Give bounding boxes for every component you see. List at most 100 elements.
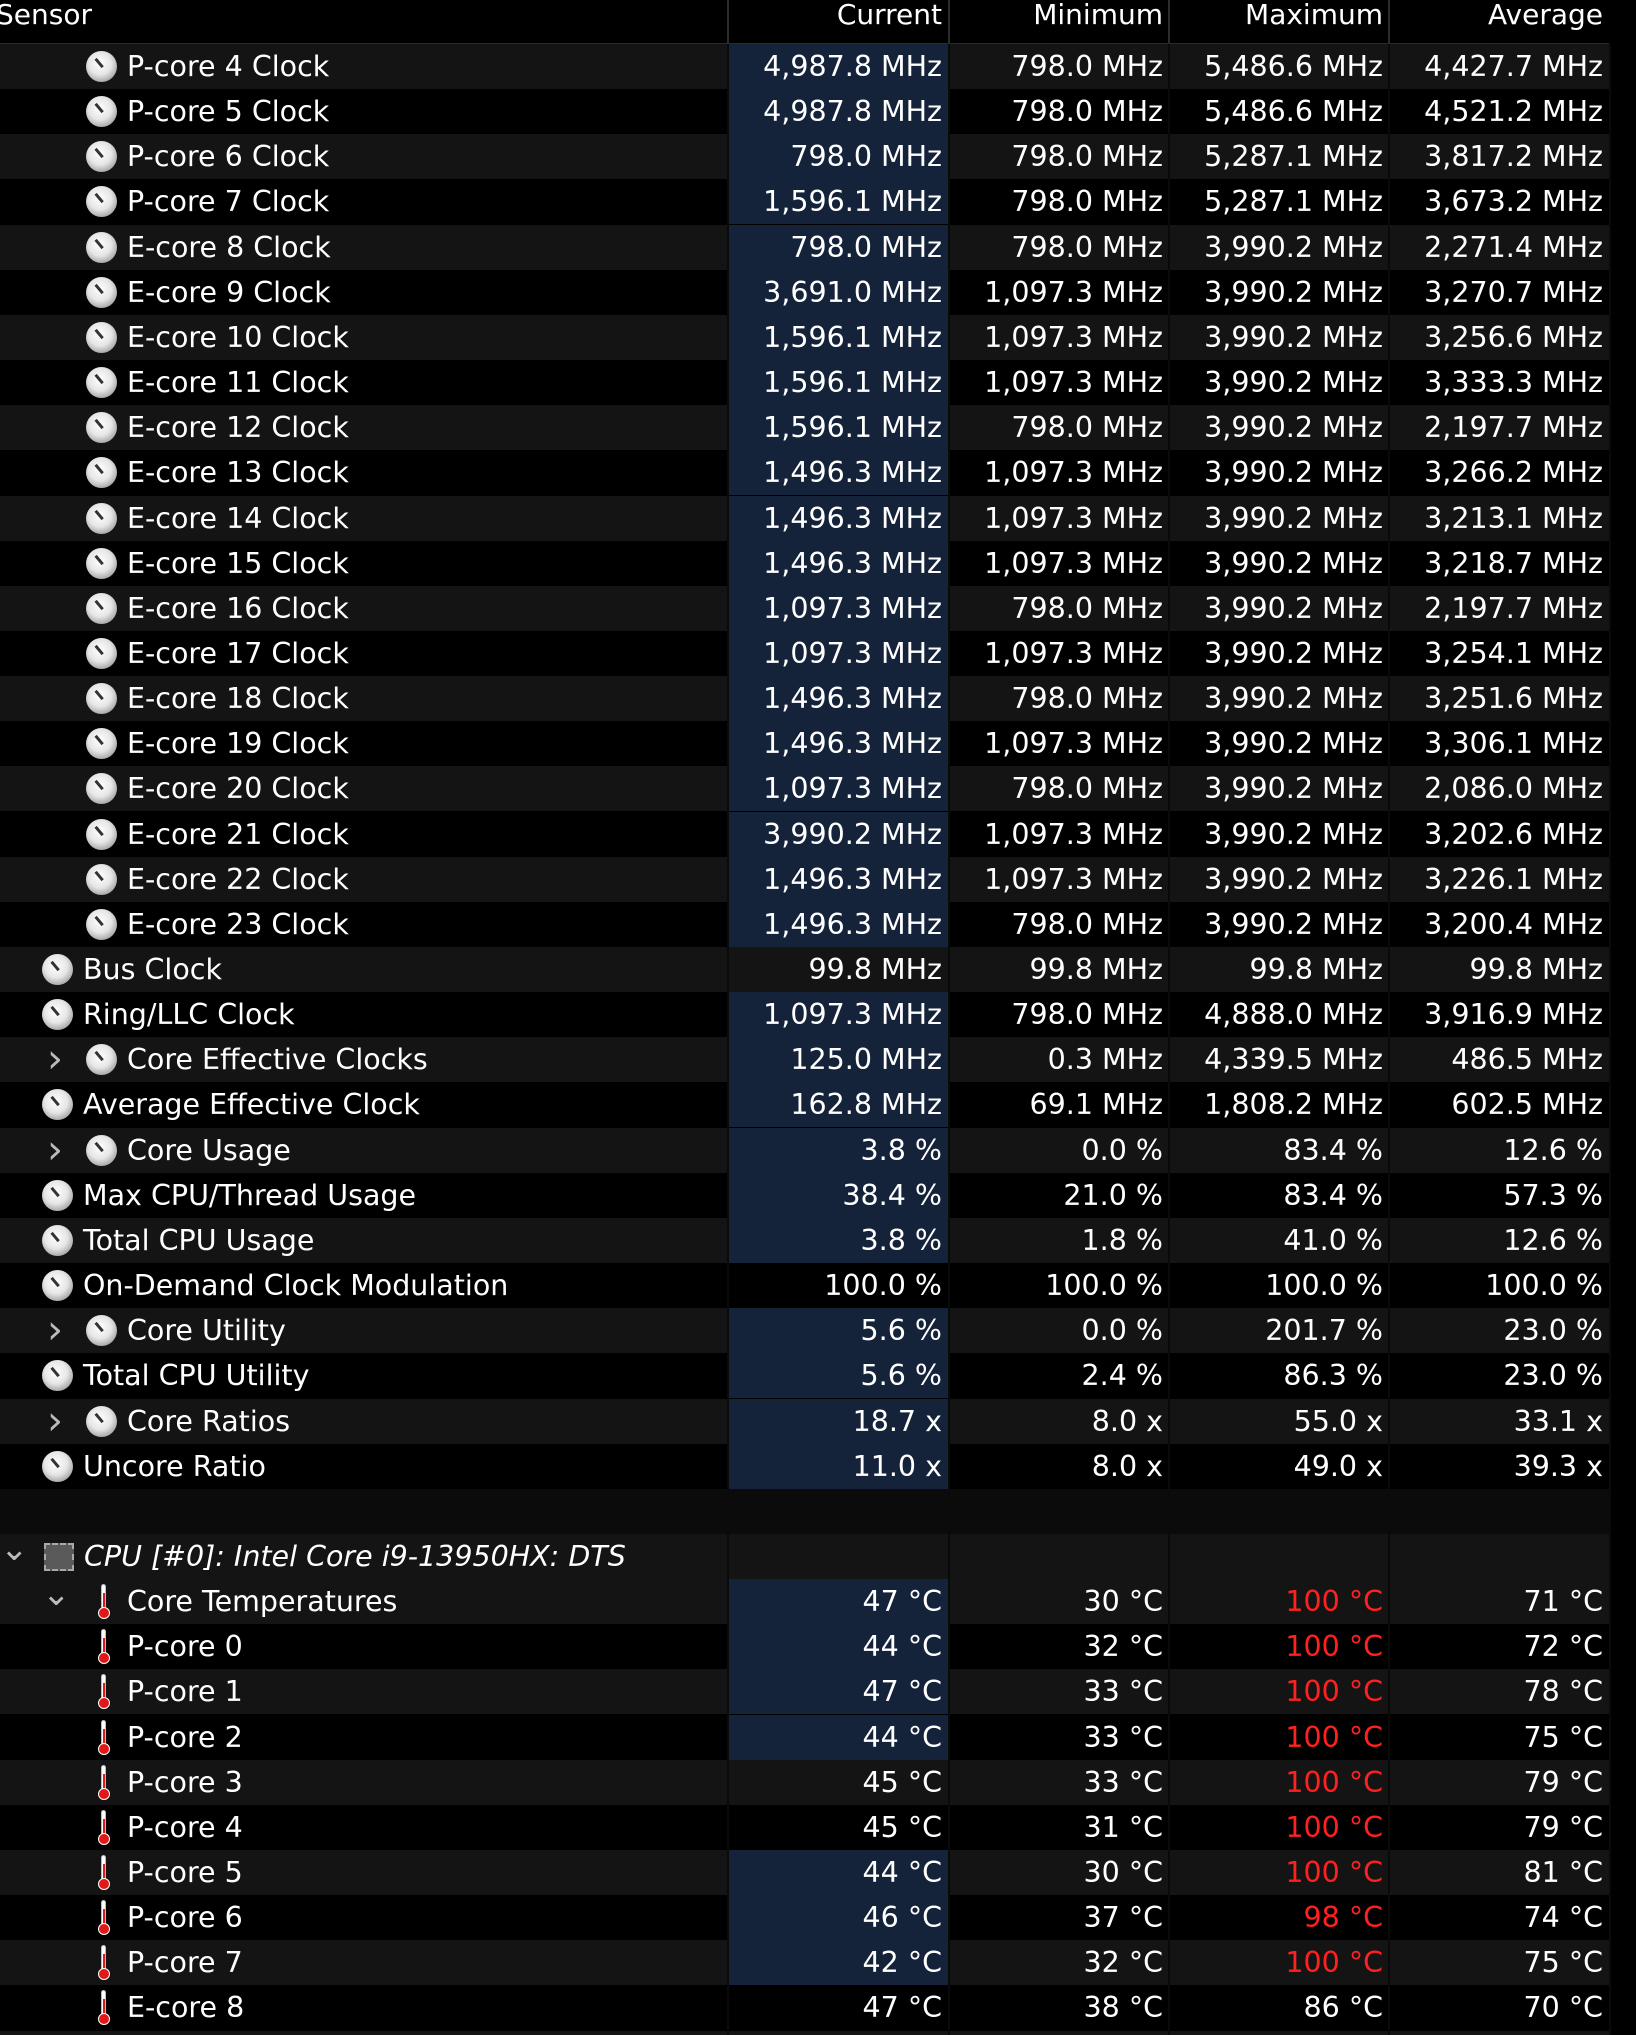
table-row[interactable]: E-core 15 Clock 1,496.3 MHz 1,097.3 MHz 3,9… [0,540,1609,586]
category-row[interactable]: ⌄ CPU [#0]: Intel Core i9-13950HX: DTS [0,1528,1609,1579]
current-value: 44 °C [729,1624,948,1670]
sensor-name: P-core 7 [127,1946,243,1980]
table-row[interactable]: E-core 16 Clock 1,097.3 MHz 798.0 MHz 3,990… [0,585,1609,631]
table-row[interactable]: E-core 10 Clock 1,596.1 MHz 1,097.3 MHz 3,9… [0,314,1609,360]
maximum-value: 5,287.1 MHz [1204,185,1383,219]
table-row[interactable]: P-core 7 42 °C 32 °C 100 °C 75 °C [0,1940,1609,1986]
current-value: 45 °C [862,1765,942,1799]
table-row[interactable]: P-core 4 45 °C 31 °C 100 °C 79 °C [0,1804,1609,1850]
thermometer-stem [101,1764,106,1791]
minimum-value: 1,097.3 MHz [984,366,1163,400]
spacer-row [0,1488,1609,1534]
thermometer-bulb [98,1652,110,1665]
thermometer-bulb [98,1832,110,1845]
table-row[interactable]: E-core 14 Clock 1,496.3 MHz 1,097.3 MHz 3,9… [0,495,1609,541]
header-minimum[interactable]: Minimum [1033,0,1163,31]
table-row[interactable]: E-core 17 Clock 1,097.3 MHz 1,097.3 MHz 3,9… [0,630,1609,676]
table-row[interactable]: Ring/LLC Clock 1,097.3 MHz 798.0 MHz 4,888.… [0,992,1609,1038]
average-value: 57.3 % [1503,1178,1603,1212]
minimum-value: 33 °C [1083,1765,1163,1799]
expand-chevron-icon[interactable]: › [47,1307,63,1354]
current-value: 1,496.3 MHz [729,540,948,586]
collapse-chevron-icon[interactable]: ⌄ [0,1528,29,1569]
minimum-value: 798.0 MHz [1011,185,1163,219]
table-row[interactable]: P-core 0 44 °C 32 °C 100 °C 72 °C [0,1624,1609,1670]
table-row[interactable]: E-core 12 Clock 1,596.1 MHz 798.0 MHz 3,990… [0,405,1609,451]
clock-icon [86,592,117,624]
table-row[interactable]: E-core 9 Clock 3,691.0 MHz 1,097.3 MHz 3,99… [0,269,1609,315]
header-divider[interactable] [1168,0,1170,43]
header-divider[interactable] [1388,0,1390,43]
table-row[interactable]: E-core 19 Clock 1,496.3 MHz 1,097.3 MHz 3,9… [0,721,1609,767]
sensor-name: P-core 0 [127,1630,243,1664]
table-row[interactable]: Total CPU Utility 5.6 % 2.4 % 86.3 % 23.0 % [0,1353,1609,1399]
table-row[interactable]: E-core 20 Clock 1,097.3 MHz 798.0 MHz 3,990… [0,766,1609,812]
table-row[interactable]: Total CPU Usage 3.8 % 1.8 % 41.0 % 12.6 % [0,1217,1609,1263]
table-row[interactable]: Average Effective Clock 162.8 MHz 69.1 MHz… [0,1082,1609,1128]
table-row[interactable]: ⌄ Core Temperatures 47 °C 30 °C 100 °C 71 °C [0,1574,1609,1625]
minimum-value: 1,097.3 MHz [984,636,1163,670]
clock-icon [86,321,117,353]
table-row[interactable]: P-core 5 44 °C 30 °C 100 °C 81 °C [0,1850,1609,1895]
minimum-value: 8.0 x [1091,1449,1163,1483]
table-row[interactable]: E-core 11 Clock 1,596.1 MHz 1,097.3 MHz 3,9… [0,360,1609,406]
average-value: 99.8 MHz [1469,953,1604,986]
table-row[interactable]: E-core 13 Clock 1,496.3 MHz 1,097.3 MHz 3,9… [0,450,1609,496]
table-row[interactable]: P-core 2 44 °C 33 °C 100 °C 75 °C [0,1714,1609,1760]
header-average[interactable]: Average [1488,0,1603,31]
table-row[interactable]: P-core 4 Clock 4,987.8 MHz 798.0 MHz 5,486.… [0,44,1609,89]
header-divider[interactable] [948,0,950,43]
table-row[interactable]: E-core 8 Clock 798.0 MHz 798.0 MHz 3,990.2 … [0,224,1609,270]
header-divider[interactable] [727,0,729,43]
sensor-name: P-core 7 Clock [127,185,330,219]
clock-icon [86,683,117,715]
maximum-value: 100 °C [1285,1810,1383,1844]
table-row[interactable]: Uncore Ratio 11.0 x 8.0 x 49.0 x 39.3 x [0,1443,1609,1489]
table-row[interactable]: P-core 6 46 °C 37 °C 98 °C 74 °C [0,1895,1609,1941]
table-row[interactable]: › Core Utility 5.6 % 0.0 % 201.7 % 23.0 % [0,1307,1609,1354]
table-row[interactable]: P-core 6 Clock 798.0 MHz 798.0 MHz 5,287.1 … [0,134,1609,180]
expand-chevron-icon[interactable]: › [47,1126,63,1173]
maximum-value: 100 °C [1285,1585,1383,1619]
table-row[interactable]: P-core 7 Clock 1,596.1 MHz 798.0 MHz 5,287.… [0,179,1609,225]
clock-icon [86,1134,117,1166]
maximum-value: 3,990.2 MHz [1204,727,1383,761]
table-row[interactable]: E-core 22 Clock 1,496.3 MHz 1,097.3 MHz 3,9… [0,856,1609,902]
header-maximum[interactable]: Maximum [1245,0,1383,31]
table-row[interactable]: P-core 5 Clock 4,987.8 MHz 798.0 MHz 5,486.… [0,89,1609,135]
expand-chevron-icon[interactable]: › [47,1397,63,1444]
current-value: 11.0 x [729,1443,948,1489]
minimum-value: 798.0 MHz [1011,998,1163,1032]
header-current[interactable]: Current [836,0,942,31]
average-value: 70 °C [1523,1991,1603,2025]
header-sensor[interactable]: Sensor [0,0,92,31]
table-row[interactable]: On-Demand Clock Modulation 100.0 % 100.0 %… [0,1263,1609,1309]
table-row[interactable]: P-core 1 47 °C 33 °C 100 °C 78 °C [0,1669,1609,1715]
sensor-name: Core Utility [127,1314,286,1348]
table-row[interactable]: › Core Ratios 18.7 x 8.0 x 55.0 x 33.1 x [0,1397,1609,1444]
table-row[interactable]: E-core 18 Clock 1,496.3 MHz 798.0 MHz 3,990… [0,676,1609,722]
current-value: 42 °C [729,1940,948,1986]
minimum-value: 1,097.3 MHz [984,320,1163,354]
table-row[interactable]: P-core 3 45 °C 33 °C 100 °C 79 °C [0,1759,1609,1805]
expand-chevron-icon[interactable]: › [47,1036,63,1083]
average-value: 3,213.1 MHz [1424,501,1603,535]
sensor-name: Core Effective Clocks [127,1043,428,1077]
sensor-name: P-core 2 [127,1720,243,1754]
table-row[interactable]: E-core 8 47 °C 38 °C 86 °C 70 °C [0,1985,1609,2031]
table-row[interactable]: › Core Effective Clocks 125.0 MHz 0.3 MHz 4,… [0,1036,1609,1083]
maximum-value: 86 °C [1303,1991,1383,2025]
table-row[interactable]: E-core 23 Clock 1,496.3 MHz 798.0 MHz 3,990… [0,901,1609,947]
table-row[interactable]: › Core Usage 3.8 % 0.0 % 83.4 % 12.6 % [0,1126,1609,1173]
collapse-chevron-icon[interactable]: ⌄ [42,1574,71,1615]
table-row[interactable]: Max CPU/Thread Usage 38.4 % 21.0 % 83.4 % 57… [0,1172,1609,1218]
clock-icon [86,1405,117,1437]
average-value: 12.6 % [1503,1133,1603,1167]
clock-icon [42,1089,73,1121]
table-row[interactable]: E-core 21 Clock 3,990.2 MHz 1,097.3 MHz 3,9… [0,811,1609,857]
table-row[interactable]: Bus Clock 99.8 MHz 99.8 MHz 99.8 MHz 99.8 MH… [0,947,1609,992]
clock-icon [86,1315,117,1347]
average-value: 74 °C [1523,1901,1603,1935]
current-value: 1,596.1 MHz [729,360,948,406]
current-value: 1,097.3 MHz [729,585,948,631]
